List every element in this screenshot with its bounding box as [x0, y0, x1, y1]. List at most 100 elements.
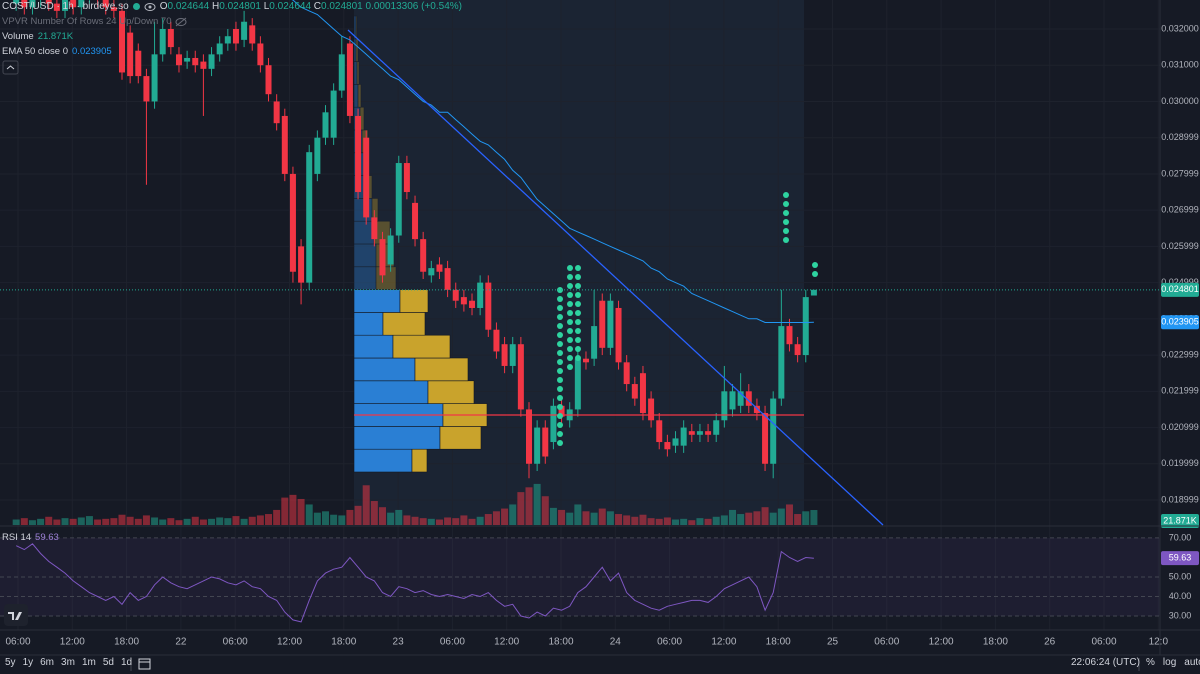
signal-dot [557, 323, 563, 329]
volume-bar [533, 483, 541, 525]
volume-bar [281, 497, 289, 525]
ohlc-key: C [313, 1, 322, 12]
range-button[interactable]: 1m [81, 657, 96, 668]
eye-off-icon[interactable] [175, 17, 187, 27]
legend-ema: EMA 50 close 0 0.023905 [2, 46, 112, 57]
rsi-value: 59.63 [35, 532, 59, 543]
eye-icon[interactable] [144, 2, 156, 12]
volume-bar [696, 518, 704, 525]
x-tick-label: 12:0 [1149, 637, 1169, 648]
range-button[interactable]: 6m [40, 657, 55, 668]
collapse-button[interactable] [2, 60, 19, 75]
vp-up [353, 380, 429, 404]
signal-dot [783, 228, 789, 234]
scale-button[interactable]: auto [1184, 657, 1200, 668]
volume-bar [289, 494, 297, 525]
signal-dot [575, 328, 581, 334]
candle-body [346, 43, 353, 116]
volume-bar [94, 519, 102, 525]
volume-bar [680, 518, 688, 525]
scale-button[interactable]: log [1162, 657, 1177, 668]
candle-body [631, 384, 638, 399]
vp-down [411, 448, 428, 473]
y-tick-label: 0.021999 [1161, 386, 1199, 396]
x-tick-label: 25 [827, 637, 839, 648]
vp-down [357, 84, 362, 108]
volume-bar [208, 518, 216, 525]
candle-body [428, 268, 435, 276]
candle-body [802, 297, 809, 356]
candle-body [680, 427, 687, 446]
volume-bar [476, 516, 484, 525]
rsi-tick-label: 40.00 [1169, 591, 1192, 601]
candle-body [306, 152, 313, 283]
candle-body [13, 0, 20, 4]
candle-body [599, 300, 606, 348]
candle-body [550, 405, 557, 443]
vp-down [356, 61, 360, 85]
signal-dot [575, 310, 581, 316]
volume-bar [729, 509, 736, 525]
candle-body [241, 21, 248, 40]
candle-body [143, 76, 150, 102]
volume-bar [655, 518, 663, 525]
candle-body [737, 391, 744, 406]
calendar-icon[interactable] [138, 658, 151, 670]
candle-body [281, 115, 288, 174]
candle-body [770, 398, 777, 464]
candle-body [810, 289, 817, 296]
volume-bar [761, 507, 769, 525]
rsi-band [0, 537, 1160, 617]
volume-bar [362, 485, 370, 525]
range-button[interactable]: 1y [22, 657, 34, 668]
vp-down [355, 15, 358, 40]
legend-volume: Volume 21.871K [2, 31, 73, 42]
x-tick-label: 18:00 [114, 637, 139, 648]
y-tick-label: 0.025999 [1161, 241, 1199, 251]
ohlc-value: 0.024801 [219, 1, 261, 12]
volume-bar [20, 518, 28, 525]
range-button[interactable]: 1d [120, 657, 133, 668]
x-tick-label: 24 [610, 637, 622, 648]
signal-dot [557, 422, 563, 428]
candle-body [289, 173, 296, 272]
volume-bar [810, 510, 818, 525]
scale-button[interactable]: % [1146, 657, 1155, 668]
volume-bar [305, 504, 313, 525]
range-button[interactable]: 5d [102, 657, 114, 668]
candle-body [705, 431, 712, 435]
candle-body [729, 391, 736, 410]
volume-bar [232, 516, 240, 525]
x-tick-label: 12:00 [929, 637, 954, 648]
signal-dot [567, 319, 573, 325]
candle-body [216, 43, 223, 55]
volume-bar [354, 505, 362, 525]
volume-bar [256, 515, 264, 525]
volume-bar [142, 515, 150, 525]
candle-body [517, 344, 524, 410]
clock: 22:06:24 (UTC) [1071, 657, 1140, 668]
volume-bar [785, 504, 793, 525]
candle-body [159, 28, 166, 55]
candle-body [639, 373, 646, 414]
candle-body [444, 268, 451, 290]
candle-body [452, 289, 459, 301]
volume-bar [346, 509, 354, 525]
volume-bar [541, 496, 549, 525]
range-button[interactable]: 3m [61, 657, 75, 668]
candle-body [62, 0, 69, 11]
range-button[interactable]: 5y [5, 657, 16, 668]
volume-bar [566, 512, 574, 525]
signal-dot [575, 337, 581, 343]
vp-up [353, 220, 375, 245]
volume-bar [199, 519, 207, 525]
signal-dot [557, 404, 563, 410]
candle-body [151, 54, 158, 102]
signal-dot [557, 305, 563, 311]
candle-body [78, 0, 85, 8]
volume-bar [802, 511, 810, 525]
y-tick-label: 0.024999 [1161, 277, 1199, 287]
volume-bar [395, 509, 403, 525]
volume-bar [77, 517, 85, 525]
